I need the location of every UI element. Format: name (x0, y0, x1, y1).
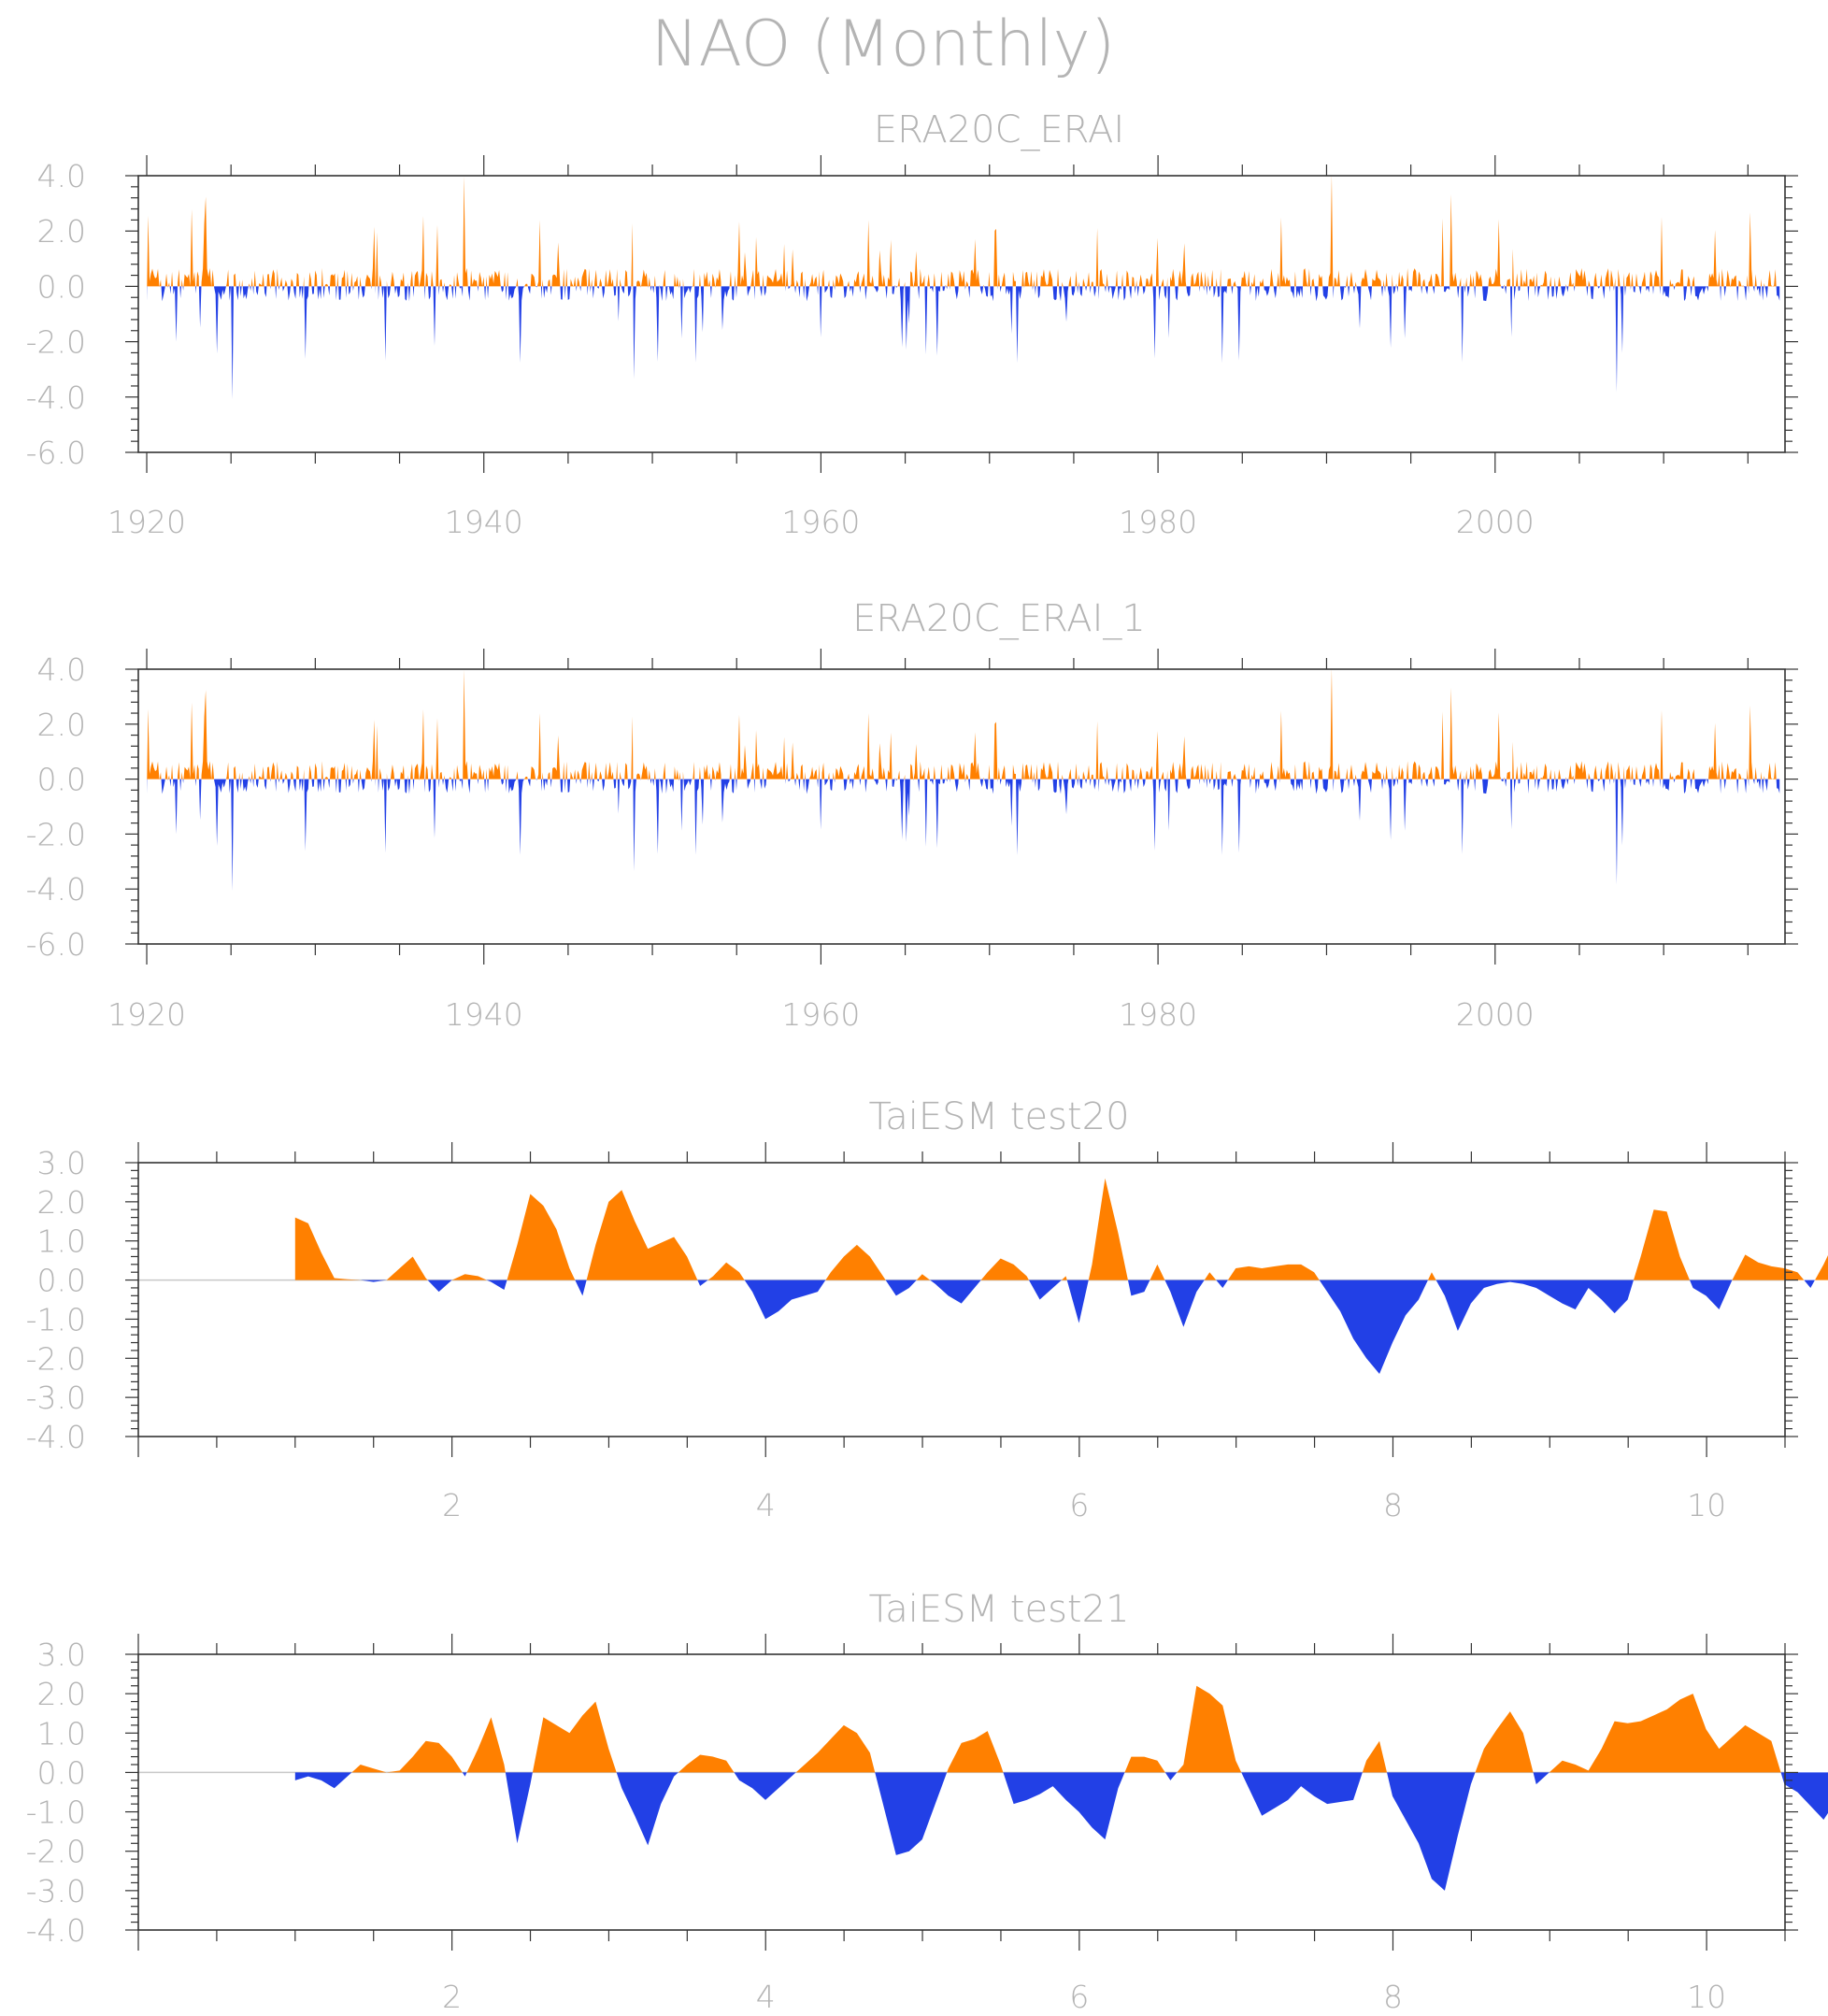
x-tick-label: 4 (756, 1979, 776, 2015)
y-tick-label: 1.0 (37, 1223, 86, 1260)
y-tick-label: -2.0 (26, 324, 86, 361)
chart-panel-taiesm-test21: TaiESM test21 3.02.01.00.0-1.0-2.0-3.0-4.… (26, 1588, 1828, 2015)
y-tick-label: 1.0 (37, 1715, 86, 1751)
y-tick-label: -1.0 (26, 1301, 86, 1337)
x-tick-label: 2 (442, 1979, 462, 2015)
x-tick-label: 8 (1383, 1979, 1403, 2015)
positive-area (294, 1178, 1828, 1280)
y-tick-label: 0.0 (37, 268, 86, 305)
y-tick-label: 0.0 (37, 1263, 86, 1299)
chart-title: TaiESM test21 (868, 1588, 1129, 1631)
x-tick-label: 1940 (445, 504, 523, 540)
y-tick-label: -3.0 (26, 1873, 86, 1909)
y-tick-label: 3.0 (37, 1145, 86, 1181)
y-tick-label: 2.0 (37, 1184, 86, 1221)
y-tick-label: 0.0 (37, 762, 86, 798)
y-tick-label: -1.0 (26, 1794, 86, 1831)
y-tick-label: 3.0 (37, 1637, 86, 1673)
x-tick-label: 1940 (445, 996, 523, 1033)
x-tick-label: 1920 (107, 996, 186, 1033)
y-tick-label: -4.0 (26, 871, 86, 908)
plot-frame (137, 175, 1786, 453)
chart-panel-taiesm-test20: TaiESM test20 3.02.01.00.0-1.0-2.0-3.0-4.… (26, 1095, 1828, 1523)
chart-title: TaiESM test20 (868, 1095, 1129, 1138)
negative-area (147, 779, 1780, 892)
x-tick-label: 10 (1687, 1979, 1726, 2015)
negative-area (147, 286, 1780, 400)
y-tick-label: -4.0 (26, 1419, 86, 1455)
x-tick-label: 1920 (107, 504, 186, 540)
y-tick-label: -2.0 (26, 816, 86, 852)
plot-frame (137, 668, 1786, 945)
chart-panel-era20c-erai: ERA20C_ERAI 4.0 2.0 0.0 -2.0 -4.0 -6.0 1920 1940… (26, 108, 1798, 540)
negative-area (294, 1280, 1828, 1375)
negative-area (294, 1772, 1828, 1891)
y-tick-label: 2.0 (37, 213, 86, 250)
figure-title: NAO (Monthly) (651, 7, 1116, 81)
x-tick-label: 8 (1383, 1487, 1403, 1523)
x-tick-label: 1960 (781, 996, 860, 1033)
y-tick-label: -2.0 (26, 1340, 86, 1377)
chart-panel-era20c-erai-1: ERA20C_ERAI_1 4.0 2.0 0.0 -2.0 -4.0 -6.0 1920 19… (26, 597, 1798, 1033)
y-tick-label: -6.0 (26, 926, 86, 963)
plot-frame (137, 1162, 1786, 1437)
positive-area (147, 175, 1780, 287)
y-tick-label: 4.0 (37, 651, 86, 688)
y-tick-label: -6.0 (26, 435, 86, 471)
x-tick-label: 2000 (1456, 996, 1535, 1033)
chart-title: ERA20C_ERAI_1 (852, 597, 1146, 640)
plot-frame (137, 1653, 1786, 1931)
y-tick-label: -4.0 (26, 379, 86, 416)
y-tick-label: -4.0 (26, 1912, 86, 1949)
y-tick-label: -3.0 (26, 1380, 86, 1416)
x-tick-label: 6 (1069, 1979, 1089, 2015)
y-tick-label: 4.0 (37, 158, 86, 194)
x-tick-label: 2 (442, 1487, 462, 1523)
y-tick-label: 2.0 (37, 707, 86, 743)
x-tick-label: 4 (756, 1487, 776, 1523)
x-tick-label: 2000 (1456, 504, 1535, 540)
x-tick-label: 6 (1069, 1487, 1089, 1523)
positive-area (294, 1685, 1828, 1773)
y-tick-label: 0.0 (37, 1754, 86, 1791)
x-tick-label: 1980 (1119, 996, 1197, 1033)
x-tick-label: 1960 (781, 504, 860, 540)
y-tick-label: -2.0 (26, 1834, 86, 1870)
chart-title: ERA20C_ERAI (874, 108, 1124, 151)
x-tick-label: 10 (1687, 1487, 1726, 1523)
y-tick-label: 2.0 (37, 1676, 86, 1712)
x-tick-label: 1980 (1119, 504, 1197, 540)
positive-area (147, 668, 1780, 779)
